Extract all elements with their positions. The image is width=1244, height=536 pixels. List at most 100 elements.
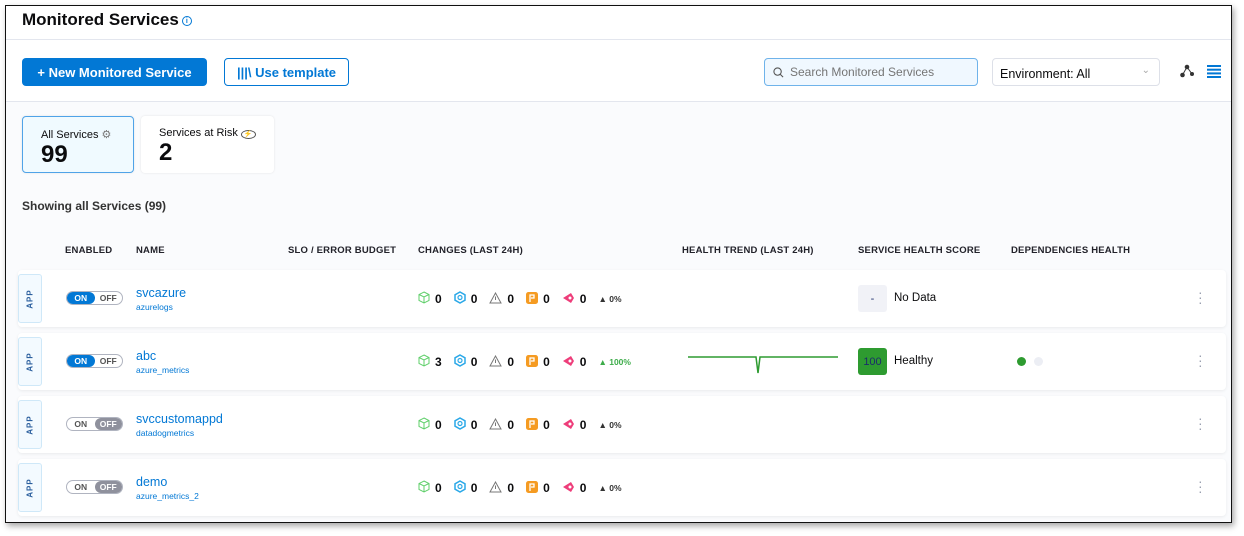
all-services-card[interactable]: All Services ⚙ 99 bbox=[22, 116, 134, 173]
hexagon-icon bbox=[453, 354, 471, 370]
page-title: Monitored Services i bbox=[22, 10, 192, 30]
environment-select[interactable]: Environment: All ⌄ bbox=[992, 58, 1160, 86]
gear-icon: ⚙ bbox=[101, 129, 112, 141]
health-score-badge: - bbox=[858, 285, 887, 312]
header: Monitored Services i + New Monitored Serv… bbox=[6, 6, 1231, 102]
more-options-icon[interactable]: · · · bbox=[1198, 473, 1203, 499]
col-health-score: SERVICE HEALTH SCORE bbox=[858, 245, 981, 256]
change-item: 0 bbox=[562, 481, 586, 496]
lightning-icon: ⚡ bbox=[240, 130, 256, 139]
enabled-toggle[interactable]: ON OFF bbox=[66, 480, 123, 494]
chaos-icon bbox=[562, 481, 580, 496]
search-box[interactable] bbox=[764, 58, 978, 86]
change-percent: ▲ 0% bbox=[598, 294, 622, 304]
monitored-services-window: Monitored Services i + New Monitored Serv… bbox=[5, 5, 1232, 523]
feature-flag-icon bbox=[526, 480, 543, 496]
enabled-toggle[interactable]: ON OFF bbox=[66, 291, 123, 305]
triangle-up-icon: ▲ bbox=[598, 357, 610, 367]
change-item: 0 bbox=[526, 480, 550, 496]
change-item: 0 bbox=[453, 417, 477, 433]
warning-icon bbox=[489, 417, 507, 433]
showing-count: Showing all Services (99) bbox=[22, 199, 167, 213]
more-options-icon[interactable]: · · · bbox=[1198, 410, 1203, 436]
feature-flag-icon bbox=[526, 291, 543, 307]
table-row[interactable]: APP ON OFF svcazure azurelogs 0 0 0 0 0 ▲ 0% - N… bbox=[18, 270, 1226, 327]
table-row[interactable]: APP ON OFF demo azure_metrics_2 0 0 0 0 0 ▲ 0%… bbox=[18, 459, 1226, 516]
service-name-link[interactable]: svccustomappd bbox=[136, 412, 223, 426]
search-input[interactable] bbox=[790, 65, 970, 79]
more-options-icon[interactable]: · · · bbox=[1198, 284, 1203, 310]
service-source: azure_metrics bbox=[136, 365, 190, 375]
app-type-badge: APP bbox=[18, 337, 42, 386]
dependency-empty-dot bbox=[1034, 357, 1043, 366]
hexagon-icon bbox=[453, 480, 471, 496]
changes-summary: 0 0 0 0 0 ▲ 0% bbox=[418, 480, 622, 496]
graph-view-icon[interactable] bbox=[1180, 64, 1194, 78]
change-percent: ▲ 100% bbox=[598, 357, 631, 367]
plus-icon: + bbox=[37, 64, 49, 80]
feature-flag-icon bbox=[526, 417, 543, 433]
col-enabled: ENABLED bbox=[65, 245, 113, 256]
change-item: 3 bbox=[418, 354, 442, 370]
warning-icon bbox=[489, 354, 507, 370]
health-status: Healthy bbox=[894, 355, 933, 367]
chaos-icon bbox=[562, 292, 580, 307]
cube-icon bbox=[418, 480, 435, 496]
col-slo: SLO / ERROR BUDGET bbox=[288, 245, 397, 256]
enabled-toggle[interactable]: ON OFF bbox=[66, 417, 123, 431]
app-type-badge: APP bbox=[18, 463, 42, 512]
change-item: 0 bbox=[489, 354, 514, 370]
change-item: 0 bbox=[562, 355, 586, 370]
triangle-up-icon: ▲ bbox=[598, 483, 610, 493]
triangle-up-icon: ▲ bbox=[598, 420, 610, 430]
change-item: 0 bbox=[526, 291, 550, 307]
warning-icon bbox=[489, 291, 507, 307]
divider bbox=[6, 39, 1231, 40]
changes-summary: 0 0 0 0 0 ▲ 0% bbox=[418, 417, 622, 433]
cube-icon bbox=[418, 291, 435, 307]
info-icon[interactable]: i bbox=[181, 16, 192, 26]
list-view-icon[interactable] bbox=[1207, 65, 1221, 78]
change-percent: ▲ 0% bbox=[598, 420, 622, 430]
hexagon-icon bbox=[453, 291, 471, 307]
col-dependencies: DEPENDENCIES HEALTH bbox=[1011, 245, 1131, 256]
dependency-healthy-dot bbox=[1017, 357, 1026, 366]
change-item: 0 bbox=[489, 417, 514, 433]
change-item: 0 bbox=[526, 417, 550, 433]
table-row[interactable]: APP ON OFF svccustomappd datadogmetrics 0… bbox=[18, 396, 1226, 453]
service-name-link[interactable]: demo bbox=[136, 475, 168, 489]
col-health-trend: HEALTH TREND (LAST 24H) bbox=[682, 245, 814, 256]
app-type-badge: APP bbox=[18, 400, 42, 449]
use-template-button[interactable]: |||\ Use template bbox=[224, 58, 349, 86]
triangle-up-icon: ▲ bbox=[598, 294, 610, 304]
table-row[interactable]: APP ON OFF abc azure_metrics 3 0 0 0 0 ▲ 100% 1… bbox=[18, 333, 1226, 390]
col-name: NAME bbox=[136, 245, 165, 256]
changes-summary: 0 0 0 0 0 ▲ 0% bbox=[418, 291, 622, 307]
change-item: 0 bbox=[562, 292, 586, 307]
new-monitored-service-button[interactable]: + New Monitored Service bbox=[22, 58, 207, 86]
change-item: 0 bbox=[418, 291, 442, 307]
services-at-risk-card[interactable]: Services at Risk ⚡ 2 bbox=[141, 116, 274, 173]
change-item: 0 bbox=[453, 291, 477, 307]
changes-summary: 3 0 0 0 0 ▲ 100% bbox=[418, 354, 631, 370]
change-percent: ▲ 0% bbox=[598, 483, 622, 493]
chevron-down-icon: ⌄ bbox=[1141, 65, 1150, 76]
service-name-link[interactable]: svcazure bbox=[136, 286, 187, 300]
feature-flag-icon bbox=[526, 354, 543, 370]
warning-icon bbox=[489, 480, 507, 496]
hexagon-icon bbox=[453, 417, 471, 433]
library-icon: |||\ bbox=[236, 64, 256, 80]
health-score-badge: 100 bbox=[858, 348, 887, 375]
change-item: 0 bbox=[489, 480, 514, 496]
change-item: 0 bbox=[418, 417, 442, 433]
enabled-toggle[interactable]: ON OFF bbox=[66, 354, 123, 368]
health-status: No Data bbox=[894, 292, 937, 304]
change-item: 0 bbox=[526, 354, 550, 370]
change-item: 0 bbox=[489, 291, 514, 307]
change-item: 0 bbox=[453, 354, 477, 370]
cube-icon bbox=[418, 417, 435, 433]
service-source: azurelogs bbox=[136, 302, 173, 312]
service-name-link[interactable]: abc bbox=[136, 349, 157, 363]
more-options-icon[interactable]: · · · bbox=[1198, 347, 1203, 373]
chaos-icon bbox=[562, 418, 580, 433]
